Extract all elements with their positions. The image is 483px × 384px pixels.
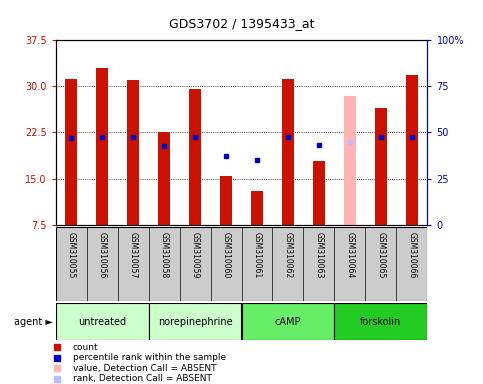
Text: rank, Detection Call = ABSENT: rank, Detection Call = ABSENT xyxy=(72,374,212,383)
Bar xyxy=(158,132,170,271)
Text: GSM310065: GSM310065 xyxy=(376,232,385,278)
Text: GSM310059: GSM310059 xyxy=(190,232,199,278)
Text: percentile rank within the sample: percentile rank within the sample xyxy=(72,353,226,362)
Text: GSM310063: GSM310063 xyxy=(314,232,324,278)
Text: GDS3702 / 1395433_at: GDS3702 / 1395433_at xyxy=(169,17,314,30)
Text: GSM310062: GSM310062 xyxy=(284,232,293,278)
Bar xyxy=(406,75,418,271)
Text: GSM310057: GSM310057 xyxy=(128,232,138,278)
Bar xyxy=(65,79,77,271)
Bar xyxy=(189,89,201,271)
Bar xyxy=(96,68,108,271)
Bar xyxy=(334,303,427,340)
Text: agent ►: agent ► xyxy=(14,316,53,327)
Text: forskolin: forskolin xyxy=(360,316,401,327)
Text: GSM310058: GSM310058 xyxy=(159,232,169,278)
Text: GSM310060: GSM310060 xyxy=(222,232,230,278)
Text: GSM310064: GSM310064 xyxy=(345,232,355,278)
Text: value, Detection Call = ABSENT: value, Detection Call = ABSENT xyxy=(72,364,216,372)
Text: GSM310066: GSM310066 xyxy=(408,232,416,278)
Bar xyxy=(375,108,387,271)
Bar xyxy=(251,191,263,271)
Bar xyxy=(127,80,139,271)
Text: norepinephrine: norepinephrine xyxy=(157,316,232,327)
Bar xyxy=(220,176,232,271)
Bar xyxy=(313,161,325,271)
Bar xyxy=(149,303,242,340)
Text: GSM310056: GSM310056 xyxy=(98,232,107,278)
Bar xyxy=(56,303,149,340)
Bar xyxy=(282,79,294,271)
Text: GSM310061: GSM310061 xyxy=(253,232,261,278)
Text: cAMP: cAMP xyxy=(275,316,301,327)
Text: GSM310055: GSM310055 xyxy=(67,232,75,278)
Bar xyxy=(344,96,356,271)
Bar xyxy=(242,303,334,340)
Text: count: count xyxy=(72,343,98,351)
Text: untreated: untreated xyxy=(78,316,126,327)
